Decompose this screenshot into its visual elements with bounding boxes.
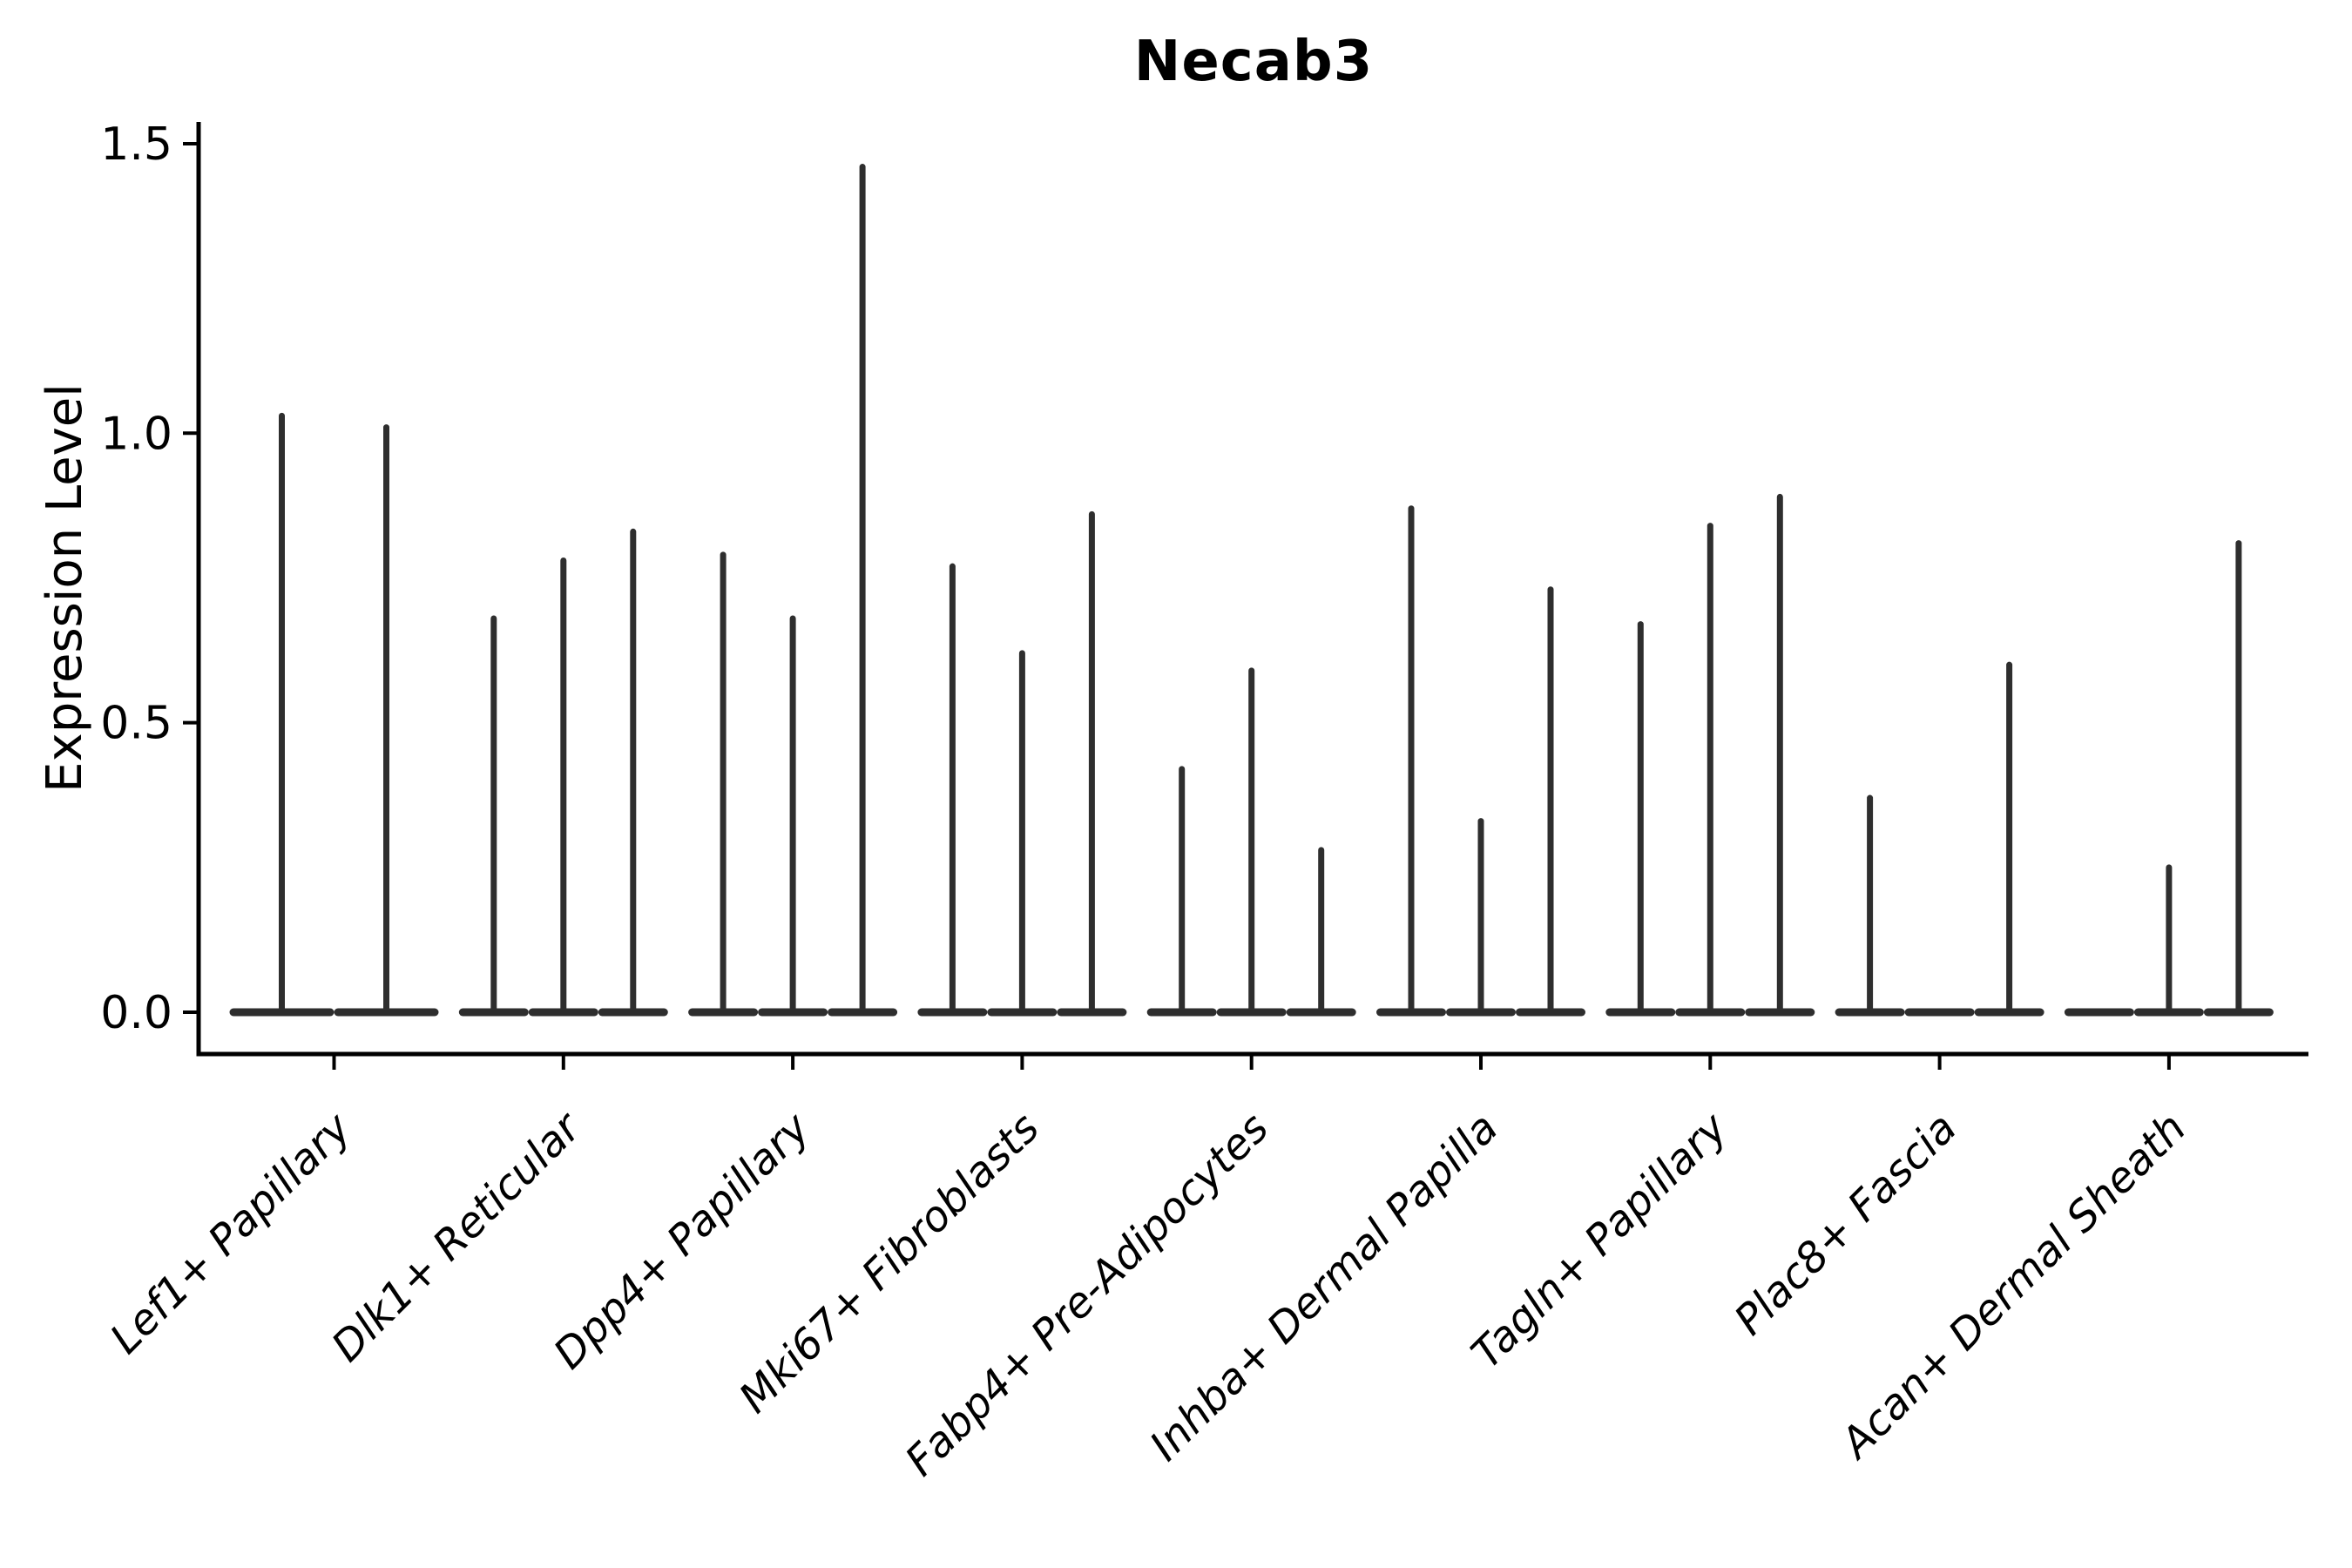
y-tick-label: 0.0	[100, 987, 172, 1039]
x-tick-label: Fabp4+ Pre-Adipocytes	[896, 1104, 1279, 1486]
y-tick-label: 1.0	[100, 408, 172, 460]
y-tick-label: 0.5	[100, 698, 172, 750]
x-tick-label: Plac8+ Fascia	[1725, 1104, 1966, 1345]
y-axis-label: Expression Level	[37, 383, 93, 793]
x-tick-label: Dlk1+ Reticular	[322, 1102, 592, 1372]
y-tick-label: 1.5	[100, 118, 172, 171]
x-tick-label: Tagln+ Papillary	[1463, 1103, 1738, 1378]
violin-base	[1904, 1008, 1975, 1017]
violin-base	[2064, 1008, 2134, 1017]
x-tick-label: Lef1+ Papillary	[101, 1103, 362, 1363]
x-tick-label: Dpp4+ Papillary	[544, 1103, 820, 1378]
page-title: Necab3	[1133, 30, 1374, 94]
